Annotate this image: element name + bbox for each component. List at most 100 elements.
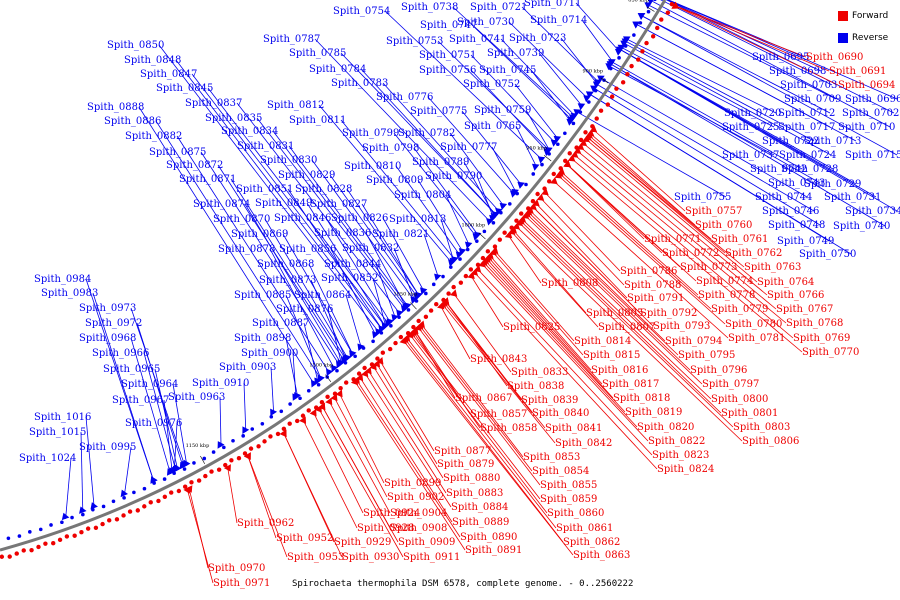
gene-arrow xyxy=(81,512,85,517)
gene-label: Spith_0891 xyxy=(465,545,522,556)
gene-label: Spith_0873 xyxy=(259,275,316,286)
gene-arrow xyxy=(216,467,222,472)
gene-arrow xyxy=(620,40,628,48)
gene-arrow xyxy=(182,467,187,471)
leader-line xyxy=(367,369,447,494)
gene-label: Spith_0790 xyxy=(425,171,482,182)
gene-arrow xyxy=(270,408,278,417)
leader-line xyxy=(413,147,480,237)
leader-line xyxy=(219,396,222,447)
leader-line xyxy=(441,303,556,444)
leader-line xyxy=(358,375,453,523)
gene-arrow xyxy=(314,405,319,410)
gene-arrow xyxy=(79,506,87,514)
gene-arrow xyxy=(369,362,377,371)
legend-forward-swatch xyxy=(838,11,848,21)
gene-label: Spith_0962 xyxy=(237,518,294,529)
leader-line xyxy=(310,279,348,361)
gene-label: Spith_0724 xyxy=(779,150,836,161)
tick-mark xyxy=(325,374,332,382)
leader-line xyxy=(227,466,238,524)
gene-arrow xyxy=(468,267,474,272)
gene-arrow xyxy=(316,382,321,387)
gene-arrow xyxy=(361,369,369,378)
gene-arrow xyxy=(176,488,182,494)
leader-line xyxy=(470,69,549,154)
gene-arrow xyxy=(449,289,458,297)
tick-label: 850 kbp xyxy=(628,0,649,4)
leader-line xyxy=(565,162,697,282)
gene-arrow xyxy=(222,445,226,450)
gene-arrow xyxy=(531,172,536,176)
leader-line xyxy=(483,259,626,413)
gene-label: Spith_0752 xyxy=(463,79,520,90)
gene-arrow xyxy=(223,464,231,472)
gene-arrow xyxy=(314,405,322,413)
gene-arrow xyxy=(61,512,70,521)
tick-label: 1050 kbp xyxy=(394,291,418,297)
gene-label: Spith_0828 xyxy=(295,184,352,195)
gene-arrow xyxy=(547,152,551,156)
leader-line xyxy=(469,274,504,328)
gene-label: Spith_0862 xyxy=(563,537,620,548)
gene-arrow xyxy=(458,280,464,285)
gene-label: Spith_0880 xyxy=(443,473,500,484)
gene-arrow xyxy=(467,271,475,279)
gene-arrow xyxy=(519,211,524,216)
gene-label: Spith_0845 xyxy=(156,83,213,94)
leader-line xyxy=(375,263,397,319)
leader-line xyxy=(552,179,729,339)
gene-label: Spith_0886 xyxy=(104,116,161,127)
leader-line xyxy=(538,52,584,108)
gene-label: Spith_0842 xyxy=(555,438,612,449)
gene-arrow xyxy=(182,484,188,489)
gene-label: Spith_0819 xyxy=(625,407,682,418)
genome-backbone-arc xyxy=(0,0,667,552)
leader-line xyxy=(230,178,347,361)
gene-arrow xyxy=(172,471,176,476)
leader-line xyxy=(485,257,614,399)
gene-arrow xyxy=(573,109,581,117)
leader-line xyxy=(330,248,377,337)
gene-label: Spith_0722 xyxy=(762,136,819,147)
leader-line xyxy=(372,277,387,328)
gene-label: Spith_0833 xyxy=(511,367,568,378)
gene-label: Spith_0857 xyxy=(470,409,527,420)
leader-line xyxy=(514,83,560,141)
leader-line xyxy=(587,134,712,240)
gene-arrow xyxy=(250,427,255,431)
leader-line xyxy=(637,24,831,128)
gene-label: Spith_0924 xyxy=(363,508,420,519)
leader-lines xyxy=(65,0,898,584)
map-caption: Spirochaeta thermophila DSM 6578, comple… xyxy=(292,579,634,589)
gene-arrow xyxy=(530,199,536,204)
gene-arrow xyxy=(554,171,563,179)
gene-arrow xyxy=(319,400,325,405)
gene-arrow xyxy=(281,426,287,432)
gene-label: Spith_0899 xyxy=(384,478,441,489)
gene-arrow xyxy=(536,193,545,201)
gene-arrow xyxy=(120,489,129,498)
leader-line xyxy=(559,170,699,296)
gene-arrow xyxy=(362,365,367,371)
gene-label: Spith_0983 xyxy=(41,288,98,299)
gene-arrow xyxy=(608,66,613,71)
leader-line xyxy=(345,294,362,349)
leader-line xyxy=(246,454,288,558)
leader-line xyxy=(312,411,364,514)
gene-label: Spith_0885 xyxy=(234,290,291,301)
gene-label: Spith_0841 xyxy=(545,423,602,434)
leader-line xyxy=(525,212,691,371)
gene-arrow xyxy=(298,396,302,401)
gene-arrow xyxy=(148,500,153,505)
gene-arrow xyxy=(361,346,366,350)
leader-line xyxy=(292,352,297,399)
gene-label: Spith_0780 xyxy=(725,319,782,330)
gene-label: Spith_0740 xyxy=(833,221,890,232)
leader-line xyxy=(470,54,557,144)
gene-arrow xyxy=(209,469,214,474)
gene-label: Spith_0910 xyxy=(192,378,249,389)
leader-line xyxy=(515,125,538,168)
gene-arrow xyxy=(464,241,473,249)
gene-label: Spith_0877 xyxy=(434,446,491,457)
